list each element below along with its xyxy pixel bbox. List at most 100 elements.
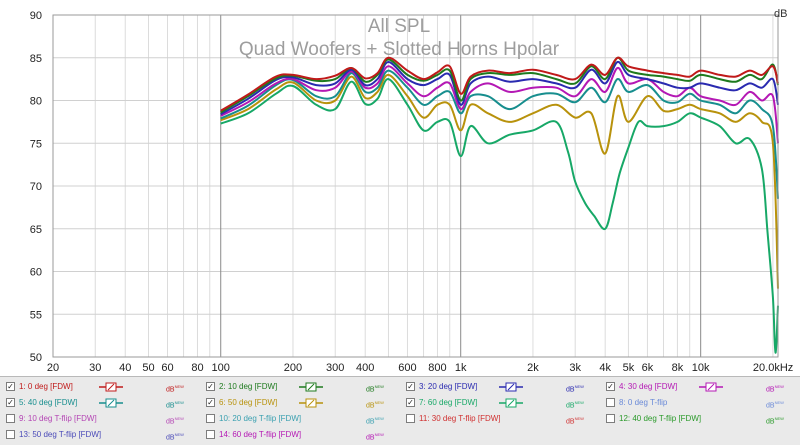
legend-label: 2: 10 deg [FDW]: [219, 382, 278, 391]
y-tick-label: 70: [30, 181, 42, 193]
legend-unit-text: dB: [766, 418, 775, 426]
legend-checkbox[interactable]: [6, 430, 15, 439]
series-line: [220, 60, 779, 116]
x-tick-label: 40: [119, 362, 131, 374]
x-tick-label: 8k: [672, 362, 684, 374]
legend-checkbox[interactable]: ✓: [206, 398, 215, 407]
legend-unit-text: dB: [766, 386, 775, 394]
series-line: [220, 73, 779, 289]
legend-unit-text: dB: [566, 386, 575, 394]
legend-item[interactable]: 14: 60 deg T-flip [FDW] dBNEW: [200, 427, 400, 443]
legend-unit-text: dB: [166, 402, 175, 410]
legend-checkbox[interactable]: ✓: [206, 382, 215, 391]
legend-unit: dBNEW: [566, 414, 584, 427]
legend-unit-text: dB: [166, 386, 175, 394]
x-tick-label: 10k: [692, 362, 710, 374]
legend-label: 10: 20 deg T-flip [FDW]: [219, 414, 302, 423]
chart-svg: 90 85 80 75 70 65 60 55 50 20 30 40 50 60 80 100 200 300 4…: [0, 0, 800, 374]
legend-label: 12: 40 deg T-flip [FDW]: [619, 414, 702, 423]
legend-label: 5: 40 deg [FDW]: [19, 398, 78, 407]
legend-unit-sup: NEW: [774, 384, 784, 389]
legend-line-sample[interactable]: [99, 382, 123, 392]
legend-item[interactable]: ✓ 4: 30 deg [FDW] dBNEW: [600, 379, 800, 395]
legend-unit-text: dB: [166, 434, 175, 442]
legend-item[interactable]: 10: 20 deg T-flip [FDW] dBNEW: [200, 411, 400, 427]
legend-checkbox[interactable]: [406, 414, 415, 423]
x-tick-label: 1k: [455, 362, 467, 374]
y-tick-label: 80: [30, 96, 42, 108]
legend-label: 11: 30 deg T-flip [FDW]: [419, 414, 501, 423]
legend-unit-text: dB: [566, 418, 575, 426]
legend-item[interactable]: ✓ 6: 50 deg [FDW] dBNEW: [200, 395, 400, 411]
x-tick-label: 200: [284, 362, 302, 374]
legend-label: 6: 50 deg [FDW]: [219, 398, 278, 407]
legend-line-sample[interactable]: [499, 382, 523, 392]
legend-panel: ✓ 1: 0 deg [FDW] dBNEW ✓ 2: 10 deg [FDW] dBNE…: [0, 376, 800, 445]
legend-line-sample[interactable]: [299, 382, 323, 392]
legend-item[interactable]: 13: 50 deg T-flip [FDW] dBNEW: [0, 427, 200, 443]
series-line: [220, 78, 779, 354]
legend-item[interactable]: ✓ 5: 40 deg [FDW] dBNEW: [0, 395, 200, 411]
legend-line-sample[interactable]: [499, 398, 523, 408]
legend-unit-text: dB: [366, 434, 375, 442]
chart-title: All SPL: [368, 16, 430, 37]
legend-label: 8: 0 deg T-flip: [619, 398, 668, 407]
legend-checkbox[interactable]: ✓: [606, 382, 615, 391]
legend-item[interactable]: ✓ 2: 10 deg [FDW] dBNEW: [200, 379, 400, 395]
legend-checkbox[interactable]: ✓: [406, 382, 415, 391]
legend-unit-sup: NEW: [574, 400, 584, 405]
x-tick-label: 300: [326, 362, 344, 374]
legend-checkbox[interactable]: [6, 414, 15, 423]
legend-unit-sup: NEW: [174, 400, 184, 405]
legend-checkbox[interactable]: [606, 398, 615, 407]
x-tick-label: 30: [89, 362, 101, 374]
legend-checkbox[interactable]: [206, 430, 215, 439]
legend-unit: dBNEW: [566, 398, 584, 411]
plot-frame: [52, 14, 779, 358]
legend-label: 7: 60 deg [FDW]: [419, 398, 478, 407]
y-tick-label: 75: [30, 138, 42, 150]
x-tick-label: 100: [212, 362, 230, 374]
legend-line-sample[interactable]: [699, 382, 723, 392]
legend-checkbox[interactable]: ✓: [6, 398, 15, 407]
legend-item[interactable]: 12: 40 deg T-flip [FDW] dBNEW: [600, 411, 800, 427]
legend-checkbox[interactable]: [206, 414, 215, 423]
legend-label: 13: 50 deg T-flip [FDW]: [19, 430, 102, 439]
legend-checkbox[interactable]: ✓: [406, 398, 415, 407]
legend-checkbox[interactable]: ✓: [6, 382, 15, 391]
y-tick-label: 55: [30, 309, 42, 321]
legend-unit-text: dB: [366, 402, 375, 410]
legend-unit: dBNEW: [766, 414, 784, 427]
x-tick-label: 6k: [642, 362, 654, 374]
legend-unit-sup: NEW: [574, 416, 584, 421]
legend-item[interactable]: 8: 0 deg T-flip dBNEW: [600, 395, 800, 411]
legend-unit-sup: NEW: [774, 400, 784, 405]
legend-item[interactable]: ✓ 1: 0 deg [FDW] dBNEW: [0, 379, 200, 395]
legend-unit-sup: NEW: [374, 400, 384, 405]
x-tick-label: 50: [142, 362, 154, 374]
plot-background: [0, 0, 800, 374]
legend-unit-sup: NEW: [374, 384, 384, 389]
chart-subtitle: Quad Woofers + Slotted Horns Hpolar: [239, 39, 560, 60]
x-tick-label: 3k: [569, 362, 581, 374]
legend-unit-sup: NEW: [374, 416, 384, 421]
legend-item[interactable]: 9: 10 deg T-flip [FDW] dBNEW: [0, 411, 200, 427]
legend-checkbox[interactable]: [606, 414, 615, 423]
series-layer: [220, 56, 779, 354]
legend-unit: dBNEW: [366, 382, 384, 395]
legend-item[interactable]: ✓ 3: 20 deg [FDW] dBNEW: [400, 379, 600, 395]
legend-label: 3: 20 deg [FDW]: [419, 382, 478, 391]
y-axis-unit: dB: [774, 8, 787, 20]
legend-unit-text: dB: [166, 418, 175, 426]
x-tick-label: 4k: [599, 362, 611, 374]
x-tick-label: 60: [161, 362, 173, 374]
series-line: [220, 69, 779, 199]
legend-line-sample[interactable]: [299, 398, 323, 408]
legend-line-sample[interactable]: [99, 398, 123, 408]
legend-item[interactable]: ✓ 7: 60 deg [FDW] dBNEW: [400, 395, 600, 411]
x-tick-label: 20.0kHz: [753, 362, 793, 374]
legend-unit-sup: NEW: [174, 432, 184, 437]
legend-unit: dBNEW: [166, 382, 184, 395]
legend-item[interactable]: 11: 30 deg T-flip [FDW] dBNEW: [400, 411, 600, 427]
legend-label: 4: 30 deg [FDW]: [619, 382, 678, 391]
